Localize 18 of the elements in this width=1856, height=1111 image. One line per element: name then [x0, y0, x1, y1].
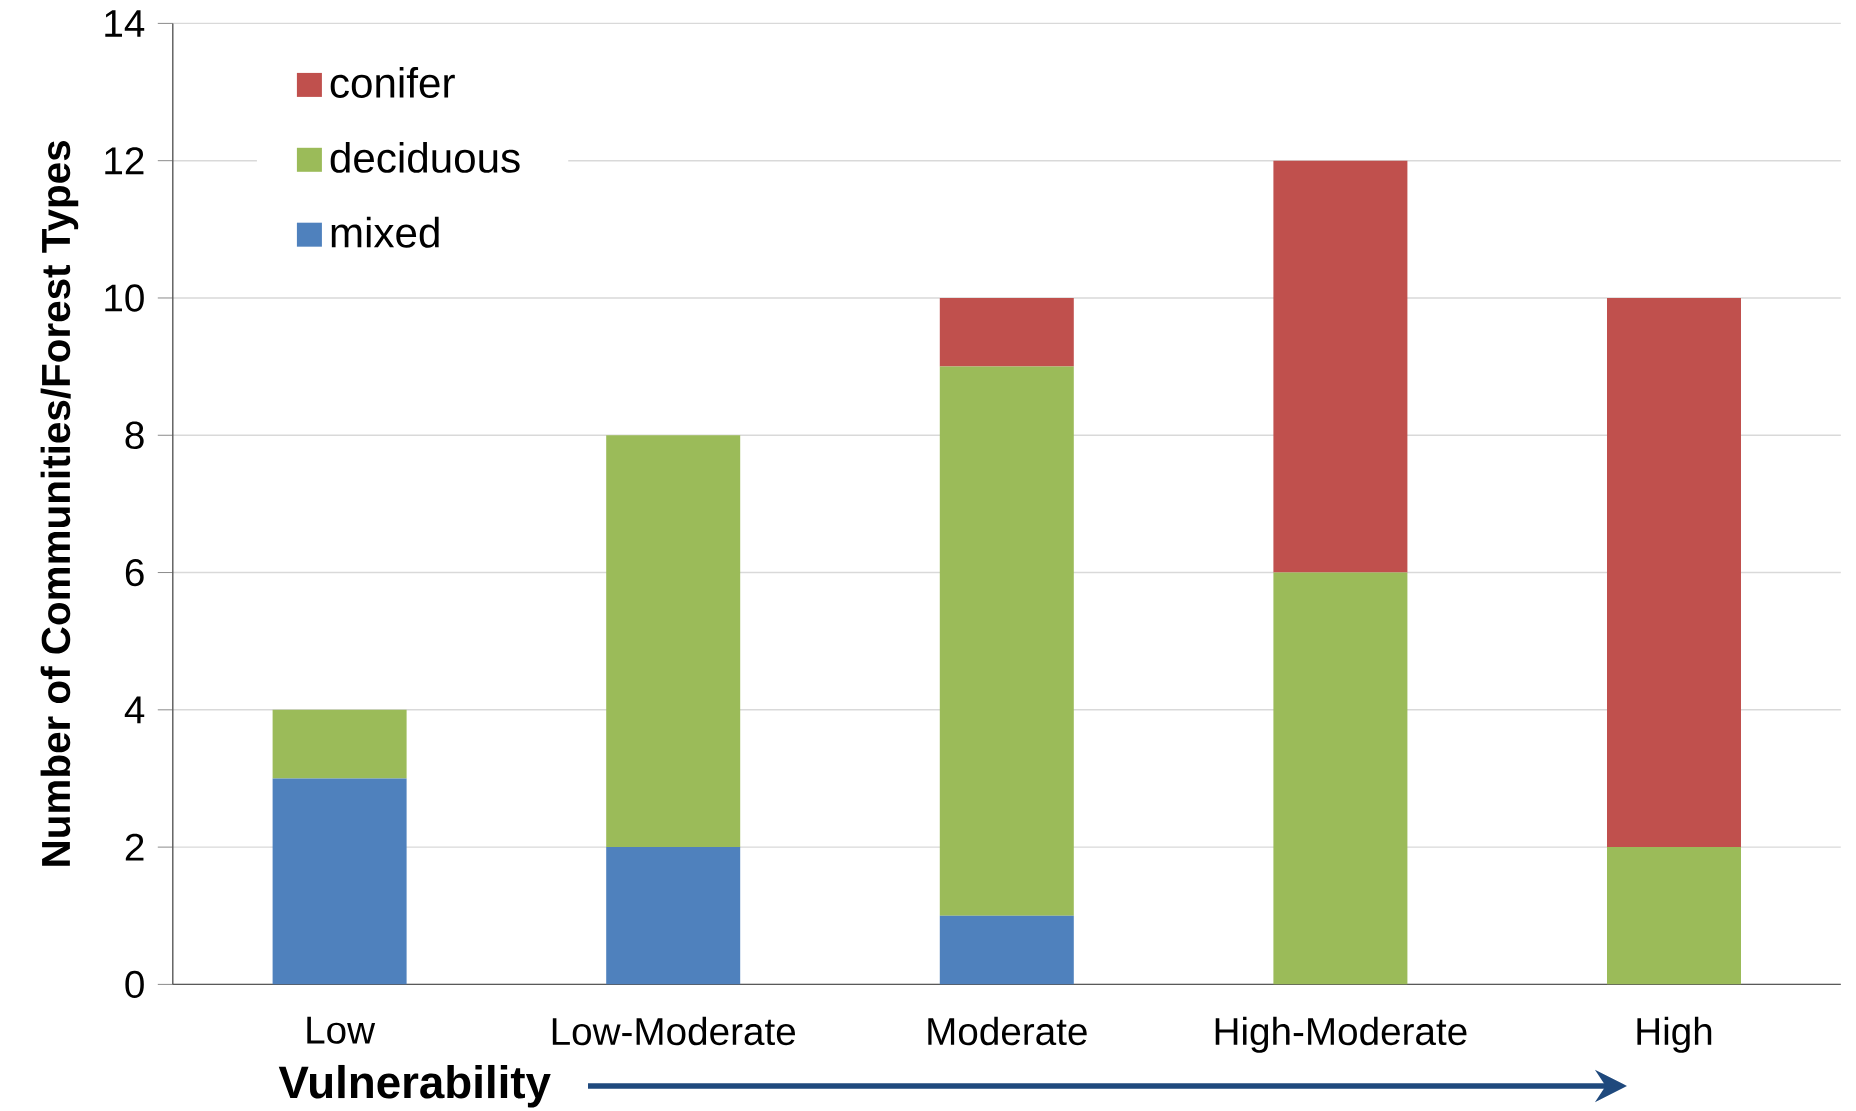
y-tick-label: 8	[125, 421, 144, 449]
x-axis-title: Vulnerability	[278, 1064, 551, 1108]
x-tick-label: High-Moderate	[1215, 1016, 1467, 1053]
y-tick-label: 2	[125, 833, 144, 861]
y-tick-label: 10	[105, 284, 144, 312]
legend-label: deciduous	[330, 141, 520, 173]
legend-label: mixed	[331, 216, 439, 248]
y-tick-label: 6	[125, 558, 144, 587]
x-tick-label: High	[1637, 1016, 1712, 1053]
y-tick-label: 0	[125, 970, 144, 999]
x-tick-label: Low	[307, 1016, 376, 1044]
legend-label: conifer	[330, 67, 455, 98]
y-axis-title: Number of Communities/Forest Types	[40, 140, 79, 866]
x-tick-label: Low-Moderate	[552, 1016, 796, 1046]
y-tick-label: 14	[105, 10, 145, 37]
y-tick-label: 4	[124, 696, 145, 724]
y-tick-label: 12	[105, 147, 144, 175]
x-tick-label: Moderate	[928, 1016, 1087, 1046]
